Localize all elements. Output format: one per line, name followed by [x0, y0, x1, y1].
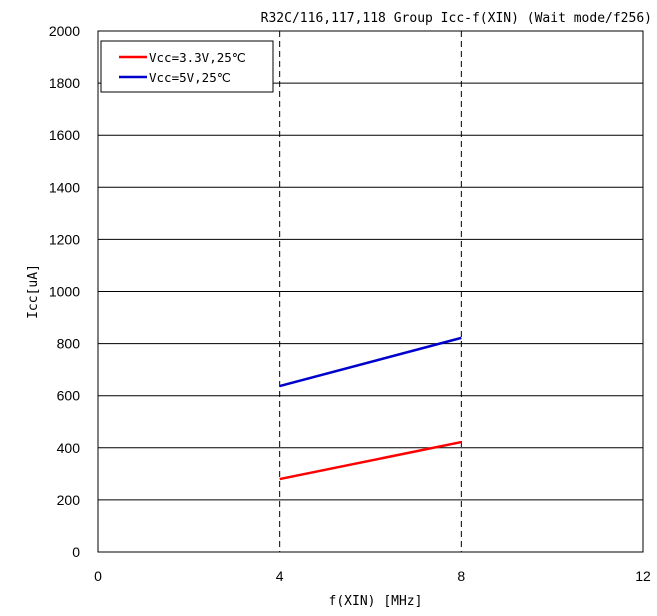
- x-axis-label: f(XIN) [MHz]: [329, 594, 423, 609]
- x-tick-label: 12: [635, 568, 651, 584]
- grid: [98, 31, 643, 552]
- y-tick-label: 400: [57, 440, 81, 456]
- series-line-0: [279, 440, 462, 481]
- x-axis-ticks: 0 4 8 12: [94, 568, 651, 584]
- y-axis-label: Icc[uA]: [26, 264, 41, 319]
- series-lines: [279, 336, 462, 481]
- y-tick-label: 1200: [49, 231, 80, 247]
- y-axis-ticks: 0 200 400 600 800 1000 1200 1400 1600 1800 2000: [49, 23, 80, 560]
- legend: Vcc=3.3V,25℃ Vcc=5V,25℃: [100, 40, 274, 93]
- chart-title: R32C/116,117,118 Group Icc-f(XIN) (Wait …: [261, 11, 652, 26]
- y-tick-label: 1600: [49, 127, 80, 143]
- legend-label: Vcc=5V,25℃: [149, 70, 231, 85]
- legend-label: Vcc=3.3V,25℃: [149, 50, 246, 65]
- x-tick-label: 8: [457, 568, 465, 584]
- y-tick-label: 1800: [49, 75, 80, 91]
- y-tick-label: 200: [57, 492, 81, 508]
- legend-box: [100, 40, 274, 93]
- y-tick-label: 800: [57, 336, 81, 352]
- y-tick-label: 0: [72, 544, 80, 560]
- plot-area: [97, 30, 644, 553]
- y-tick-label: 1400: [49, 179, 80, 195]
- y-tick-label: 600: [57, 388, 81, 404]
- y-tick-label: 2000: [49, 23, 80, 39]
- x-tick-label: 0: [94, 568, 102, 584]
- x-tick-label: 4: [276, 568, 284, 584]
- series-line-1: [279, 336, 462, 388]
- y-tick-label: 1000: [49, 284, 80, 300]
